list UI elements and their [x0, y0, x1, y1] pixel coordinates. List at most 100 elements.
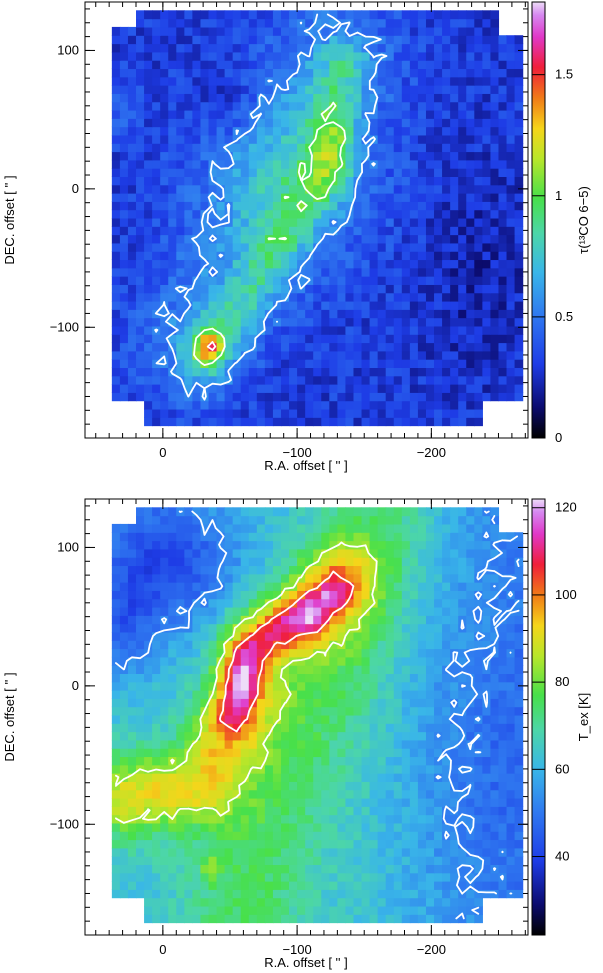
heatmap-cell — [450, 408, 459, 418]
heatmap-cell — [458, 739, 467, 749]
heatmap-cell — [474, 408, 483, 418]
heatmap-cell — [369, 739, 379, 749]
heatmap-cell — [490, 598, 500, 608]
heatmap-cell — [232, 781, 242, 791]
heatmap-cell — [289, 806, 298, 816]
heatmap-cell — [144, 35, 153, 45]
heatmap-cell — [458, 375, 467, 385]
heatmap-cell — [466, 623, 475, 633]
heatmap-cell — [216, 242, 226, 252]
heatmap-cell — [119, 797, 129, 807]
heatmap-cell — [289, 317, 298, 327]
heatmap-cell — [458, 806, 467, 816]
heatmap-cell — [144, 748, 153, 758]
heatmap-cell — [442, 284, 451, 294]
heatmap-cell — [111, 134, 121, 144]
heatmap-cell — [385, 342, 395, 352]
heatmap-cell — [514, 109, 524, 119]
heatmap-cell — [417, 342, 427, 352]
heatmap-cell — [297, 85, 306, 94]
heatmap-cell — [450, 573, 459, 583]
heatmap-cell — [208, 806, 218, 816]
heatmap-cell — [248, 748, 258, 758]
heatmap-cell — [385, 408, 395, 418]
heatmap-cell — [224, 168, 234, 177]
heatmap-cell — [417, 797, 427, 807]
heatmap-cell — [176, 300, 185, 310]
heatmap-cell — [224, 822, 234, 832]
heatmap-cell — [466, 118, 475, 128]
heatmap-cell — [184, 367, 193, 377]
heatmap-cell — [385, 68, 395, 78]
heatmap-cell — [232, 665, 242, 674]
heatmap-cell — [321, 905, 330, 915]
heatmap-cell — [466, 134, 475, 144]
heatmap-cell — [200, 93, 210, 103]
heatmap-cell — [482, 681, 492, 691]
heatmap-cell — [216, 615, 226, 625]
heatmap-cell — [369, 905, 379, 915]
heatmap-cell — [272, 557, 282, 567]
heatmap-cell — [208, 631, 218, 641]
heatmap-cell — [289, 168, 298, 177]
heatmap-cell — [321, 690, 330, 699]
heatmap-cell — [385, 631, 395, 641]
heatmap-cell — [498, 756, 508, 766]
heatmap-cell — [289, 864, 298, 874]
heatmap-cell — [289, 109, 298, 119]
heatmap-cell — [192, 134, 202, 144]
heatmap-cell — [490, 242, 500, 252]
heatmap-cell — [425, 706, 435, 716]
heatmap-cell — [264, 10, 274, 20]
heatmap-cell — [272, 764, 282, 774]
heatmap-cell — [256, 43, 266, 53]
heatmap-cell — [425, 151, 435, 161]
heatmap-cell — [224, 714, 234, 724]
heatmap-cell — [450, 18, 459, 28]
heatmap-cell — [272, 565, 282, 575]
heatmap-cell — [144, 681, 153, 691]
heatmap-cell — [232, 325, 242, 335]
heatmap-cell — [377, 392, 387, 402]
heatmap-cell — [136, 126, 145, 136]
heatmap-cell — [313, 681, 322, 691]
heatmap-cell — [434, 582, 443, 591]
heatmap-cell — [208, 839, 218, 849]
heatmap-cell — [377, 68, 387, 78]
heatmap-cell — [442, 408, 451, 418]
heatmap-cell — [144, 864, 153, 874]
heatmap-cell — [313, 548, 322, 558]
heatmap-cell — [409, 640, 419, 650]
heatmap-cell — [385, 359, 395, 368]
heatmap-cell — [127, 706, 137, 716]
heatmap-cell — [297, 822, 306, 832]
heatmap-cell — [119, 839, 129, 849]
heatmap-cell — [482, 739, 492, 749]
heatmap-cell — [240, 284, 250, 294]
heatmap-cell — [498, 814, 508, 824]
heatmap-cell — [353, 615, 363, 625]
heatmap-cell — [184, 18, 193, 28]
heatmap-cell — [490, 706, 500, 716]
heatmap-cell — [442, 392, 451, 402]
heatmap-cell — [305, 631, 314, 641]
heatmap-cell — [184, 168, 193, 177]
heatmap-cell — [337, 914, 347, 924]
heatmap-cell — [482, 93, 492, 103]
heatmap-cell — [192, 781, 202, 791]
heatmap-cell — [256, 392, 266, 402]
heatmap-cell — [184, 226, 193, 236]
heatmap-cell — [256, 276, 266, 285]
heatmap-cell — [119, 756, 129, 766]
heatmap-cell — [111, 276, 121, 285]
heatmap-cell — [313, 85, 322, 94]
heatmap-cell — [474, 698, 483, 708]
heatmap-cell — [458, 400, 467, 410]
heatmap-cell — [111, 101, 121, 111]
heatmap-cell — [297, 623, 306, 633]
heatmap-cell — [450, 101, 459, 111]
heatmap-cell — [168, 193, 177, 202]
heatmap-cell — [361, 159, 371, 169]
heatmap-cell — [256, 201, 266, 211]
heatmap-cell — [434, 789, 443, 799]
